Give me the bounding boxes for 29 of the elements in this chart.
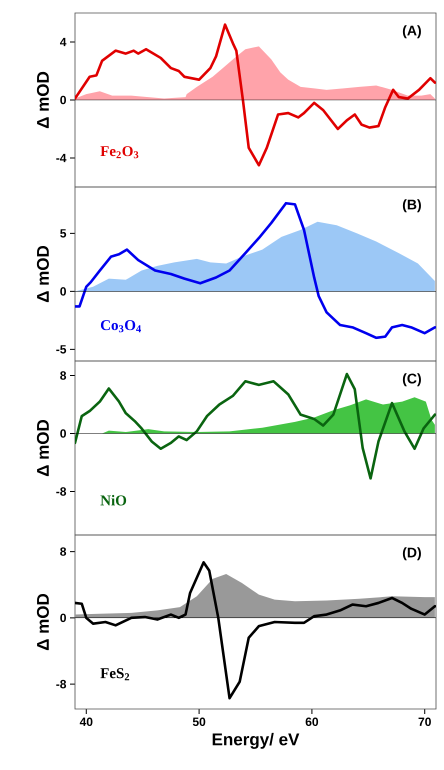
y-tick-label: 8 [60,371,66,380]
x-tick-label: 40 [80,718,92,726]
y-axis-title: Δ mOD [36,420,49,476]
annotation: (D) [402,547,421,560]
y-tick-label: -4 [56,154,66,162]
text: NiO [100,494,126,506]
x-tick-label: 50 [192,718,206,726]
y-tick-label: 5 [60,229,66,238]
y-tick-label: -8 [56,487,66,496]
y-tick-label: 0 [60,429,66,438]
x-tick-label: 60 [306,718,318,726]
x-axis-title: Energy/ eV [212,732,300,749]
y-axis-title: Δ mOD [36,594,49,650]
y-tick-label: 0 [60,287,66,296]
text: FeS$_{2}$ [100,668,130,680]
y-axis-title: Δ mOD [36,72,49,128]
y-tick-label: -8 [56,680,66,688]
annotation: (C) [402,373,421,386]
y-tick-label: 4 [60,38,66,46]
y-tick-label: 8 [60,547,66,556]
annotation: (A) [402,25,421,38]
y-tick-label: 0 [60,614,66,622]
y-tick-label: 0 [60,96,66,104]
text: Fe$_{2}$O$_{3}$ [100,146,138,158]
annotation: (B) [402,199,421,212]
y-axis-title: Δ mOD [36,246,49,302]
series-label: Co$_{3}$O$_{4}$ [100,320,141,332]
x-tick-label: 70 [418,718,431,726]
y-tick-label: -5 [56,345,66,354]
